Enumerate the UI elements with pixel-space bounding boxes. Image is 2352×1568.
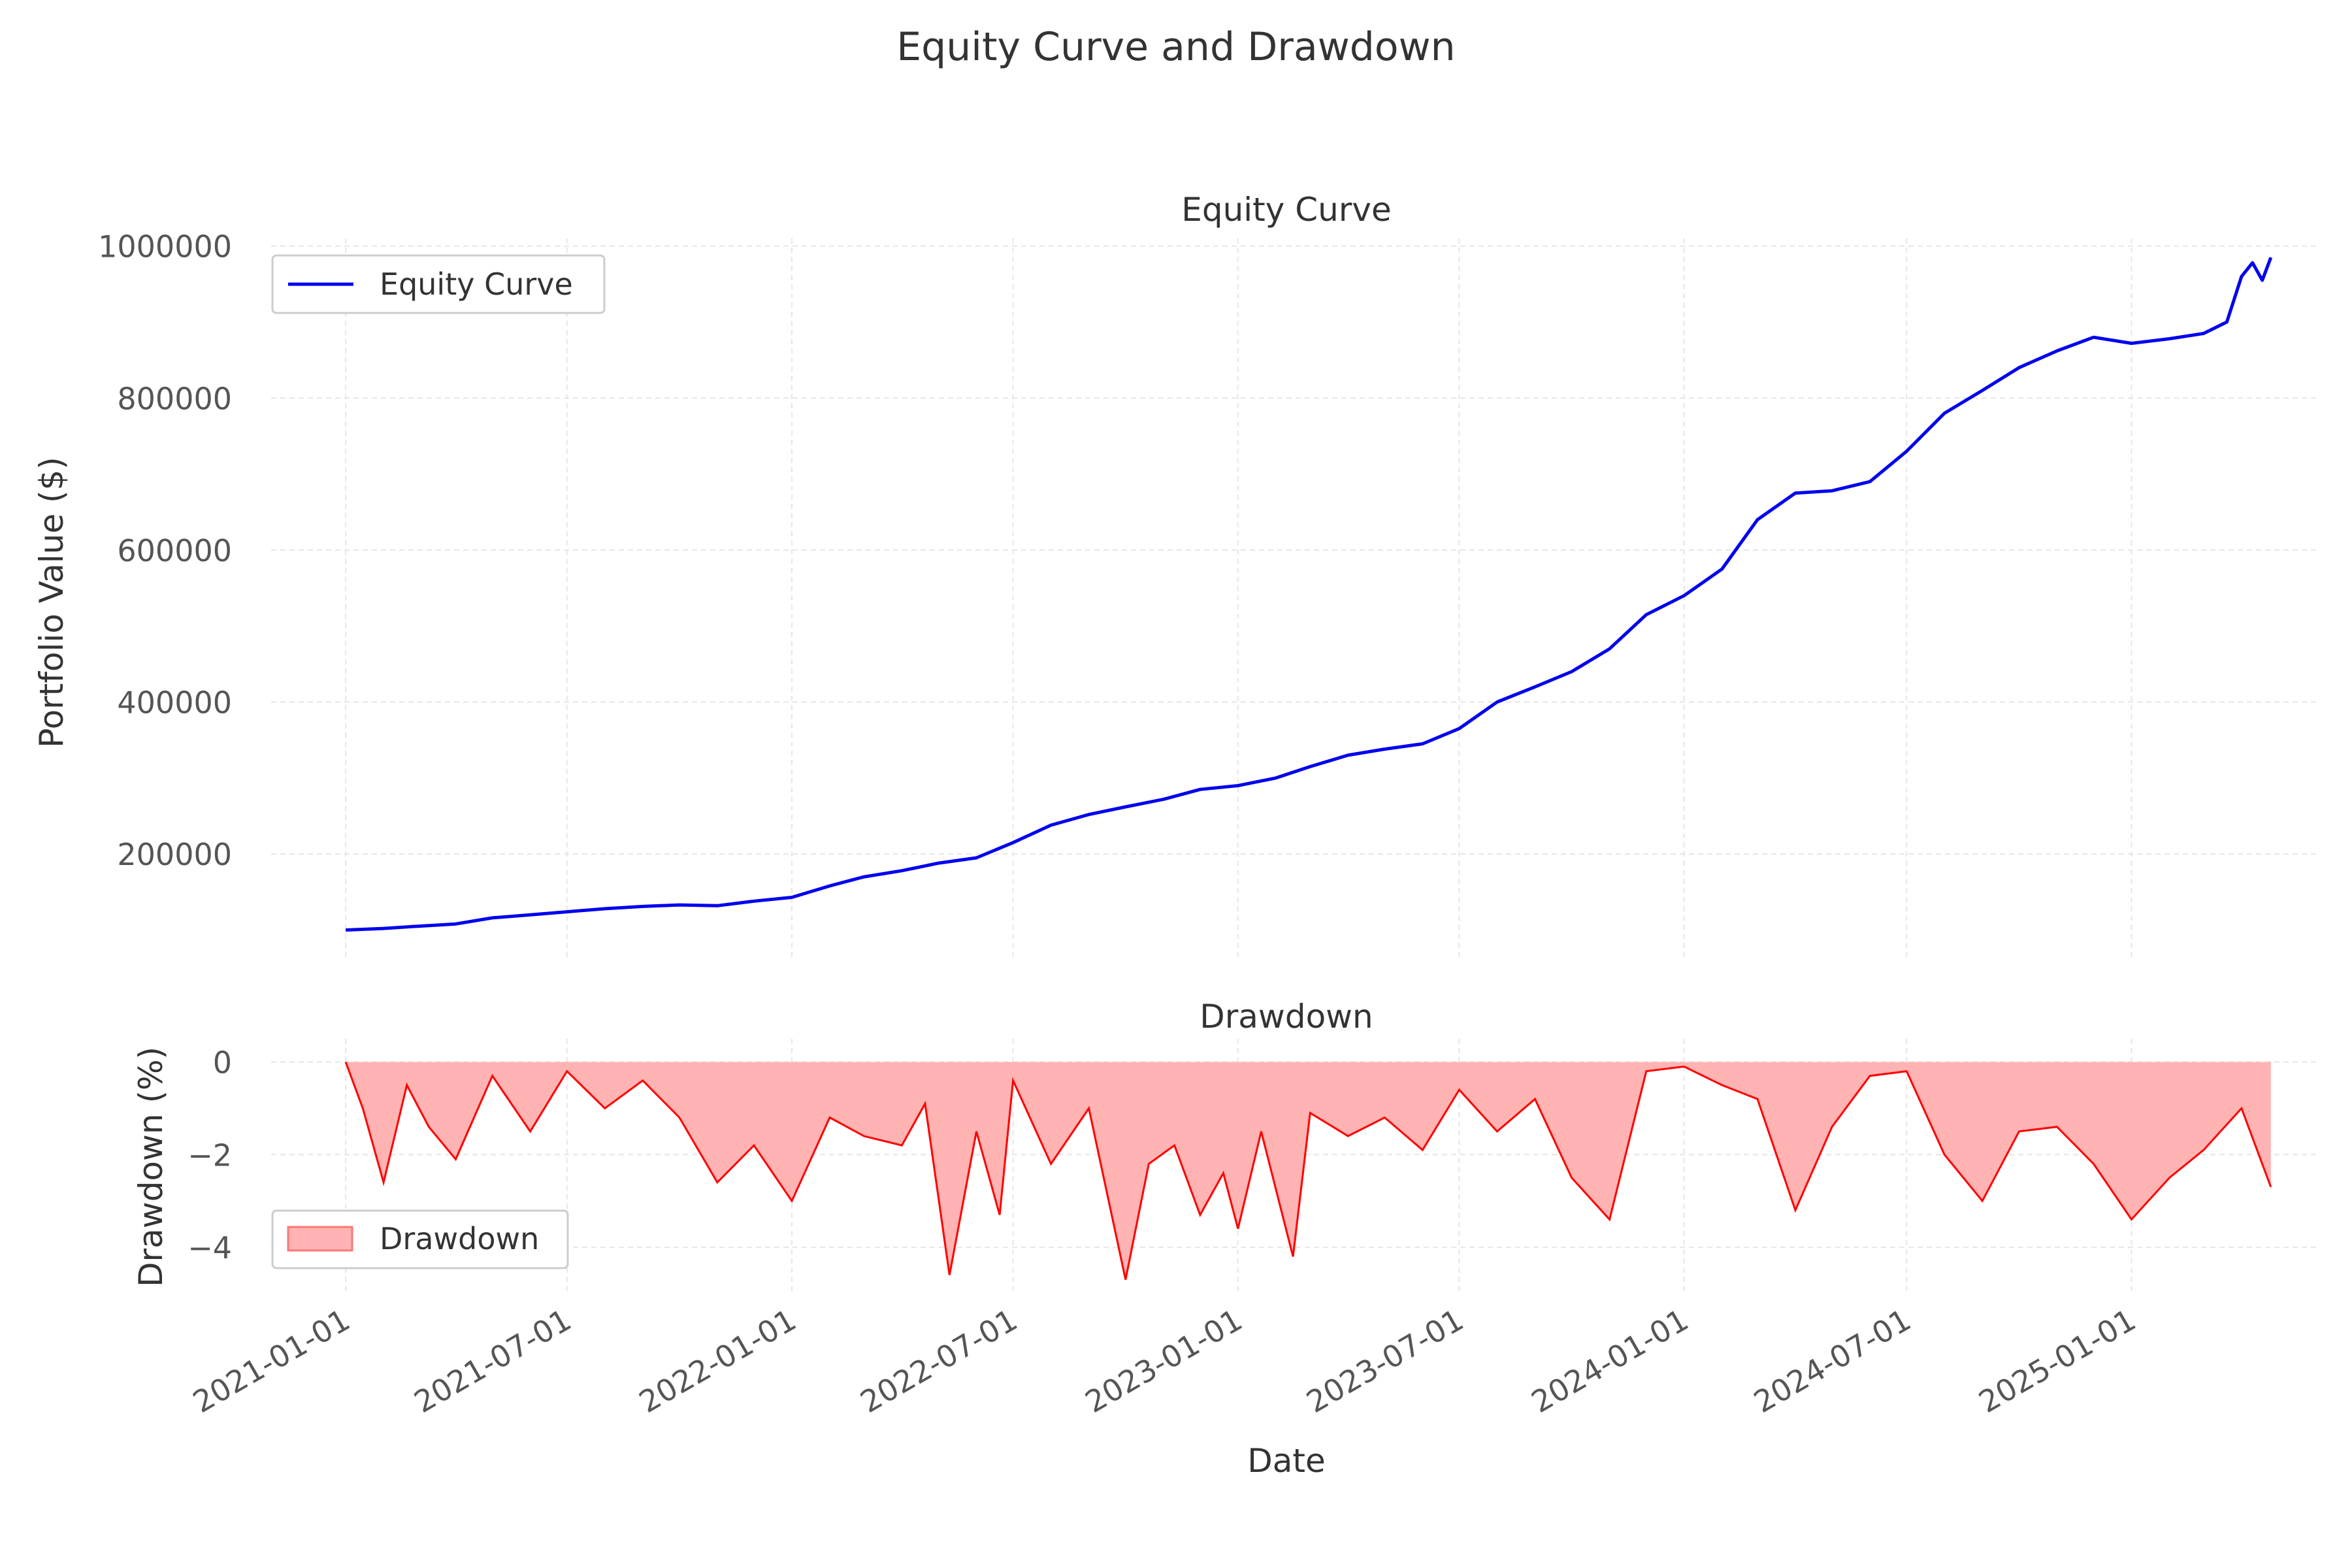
date-x-ticks: 2021-01-01 2021-07-01 2022-01-01 2022-07-01… bbox=[187, 1302, 2142, 1420]
equity-y-tick-label: 200000 bbox=[117, 837, 232, 872]
x-axis-label: Date bbox=[1247, 1442, 1326, 1480]
date-x-tick-label: 2024-07-01 bbox=[1748, 1302, 1917, 1420]
drawdown-legend-swatch bbox=[287, 1226, 353, 1252]
equity-legend: Equity Curve bbox=[271, 254, 606, 314]
equity-legend-label: Equity Curve bbox=[380, 267, 573, 302]
equity-y-tick-label: 600000 bbox=[117, 533, 232, 568]
equity-panel: Equity Curve Portfolio Value ($) 200000 4… bbox=[33, 191, 2316, 960]
drawdown-y-tick-label: −4 bbox=[188, 1230, 232, 1266]
equity-y-tick-label: 400000 bbox=[117, 685, 232, 721]
equity-series bbox=[345, 257, 2273, 932]
equity-panel-title: Equity Curve bbox=[1181, 191, 1392, 229]
drawdown-y-tick-label: −2 bbox=[188, 1137, 232, 1173]
equity-y-ticks: 200000 400000 600000 800000 1000000 bbox=[98, 229, 232, 873]
date-x-tick-label: 2024-01-01 bbox=[1526, 1302, 1695, 1420]
date-x-tick-label: 2023-07-01 bbox=[1300, 1302, 1469, 1420]
drawdown-y-tick-label: 0 bbox=[213, 1045, 232, 1080]
equity-y-tick-label: 1000000 bbox=[98, 229, 232, 265]
drawdown-legend: Drawdown bbox=[271, 1209, 569, 1269]
drawdown-area bbox=[346, 1062, 2271, 1280]
drawdown-panel: Drawdown Drawdown (%) 0−2−4 2021-01-01 20… bbox=[132, 998, 2316, 1480]
equity-curve-line bbox=[345, 257, 2273, 932]
equity-y-axis-label: Portfolio Value ($) bbox=[33, 457, 71, 748]
date-x-tick-label: 2025-01-01 bbox=[1972, 1302, 2142, 1420]
date-x-tick-label: 2021-01-01 bbox=[187, 1302, 356, 1420]
date-x-tick-label: 2021-07-01 bbox=[408, 1302, 578, 1420]
drawdown-panel-title: Drawdown bbox=[1200, 998, 1373, 1036]
drawdown-y-axis-label: Drawdown (%) bbox=[132, 1047, 170, 1287]
equity-y-tick-label: 800000 bbox=[117, 381, 232, 416]
figure-title: Equity Curve and Drawdown bbox=[896, 24, 1455, 70]
drawdown-series bbox=[344, 1061, 2272, 1281]
date-x-tick-label: 2023-01-01 bbox=[1079, 1302, 1249, 1420]
drawdown-y-ticks: 0 −2 −4 bbox=[188, 1045, 232, 1266]
equity-gridlines bbox=[271, 238, 2316, 960]
drawdown-legend-label: Drawdown bbox=[380, 1221, 539, 1256]
drawdown-line bbox=[344, 1061, 2272, 1281]
drawdown-legend-box bbox=[271, 1209, 569, 1269]
equity-legend-box bbox=[271, 254, 606, 314]
date-x-tick-label: 2022-07-01 bbox=[855, 1302, 1024, 1420]
date-x-tick-label: 2022-01-01 bbox=[633, 1302, 802, 1420]
